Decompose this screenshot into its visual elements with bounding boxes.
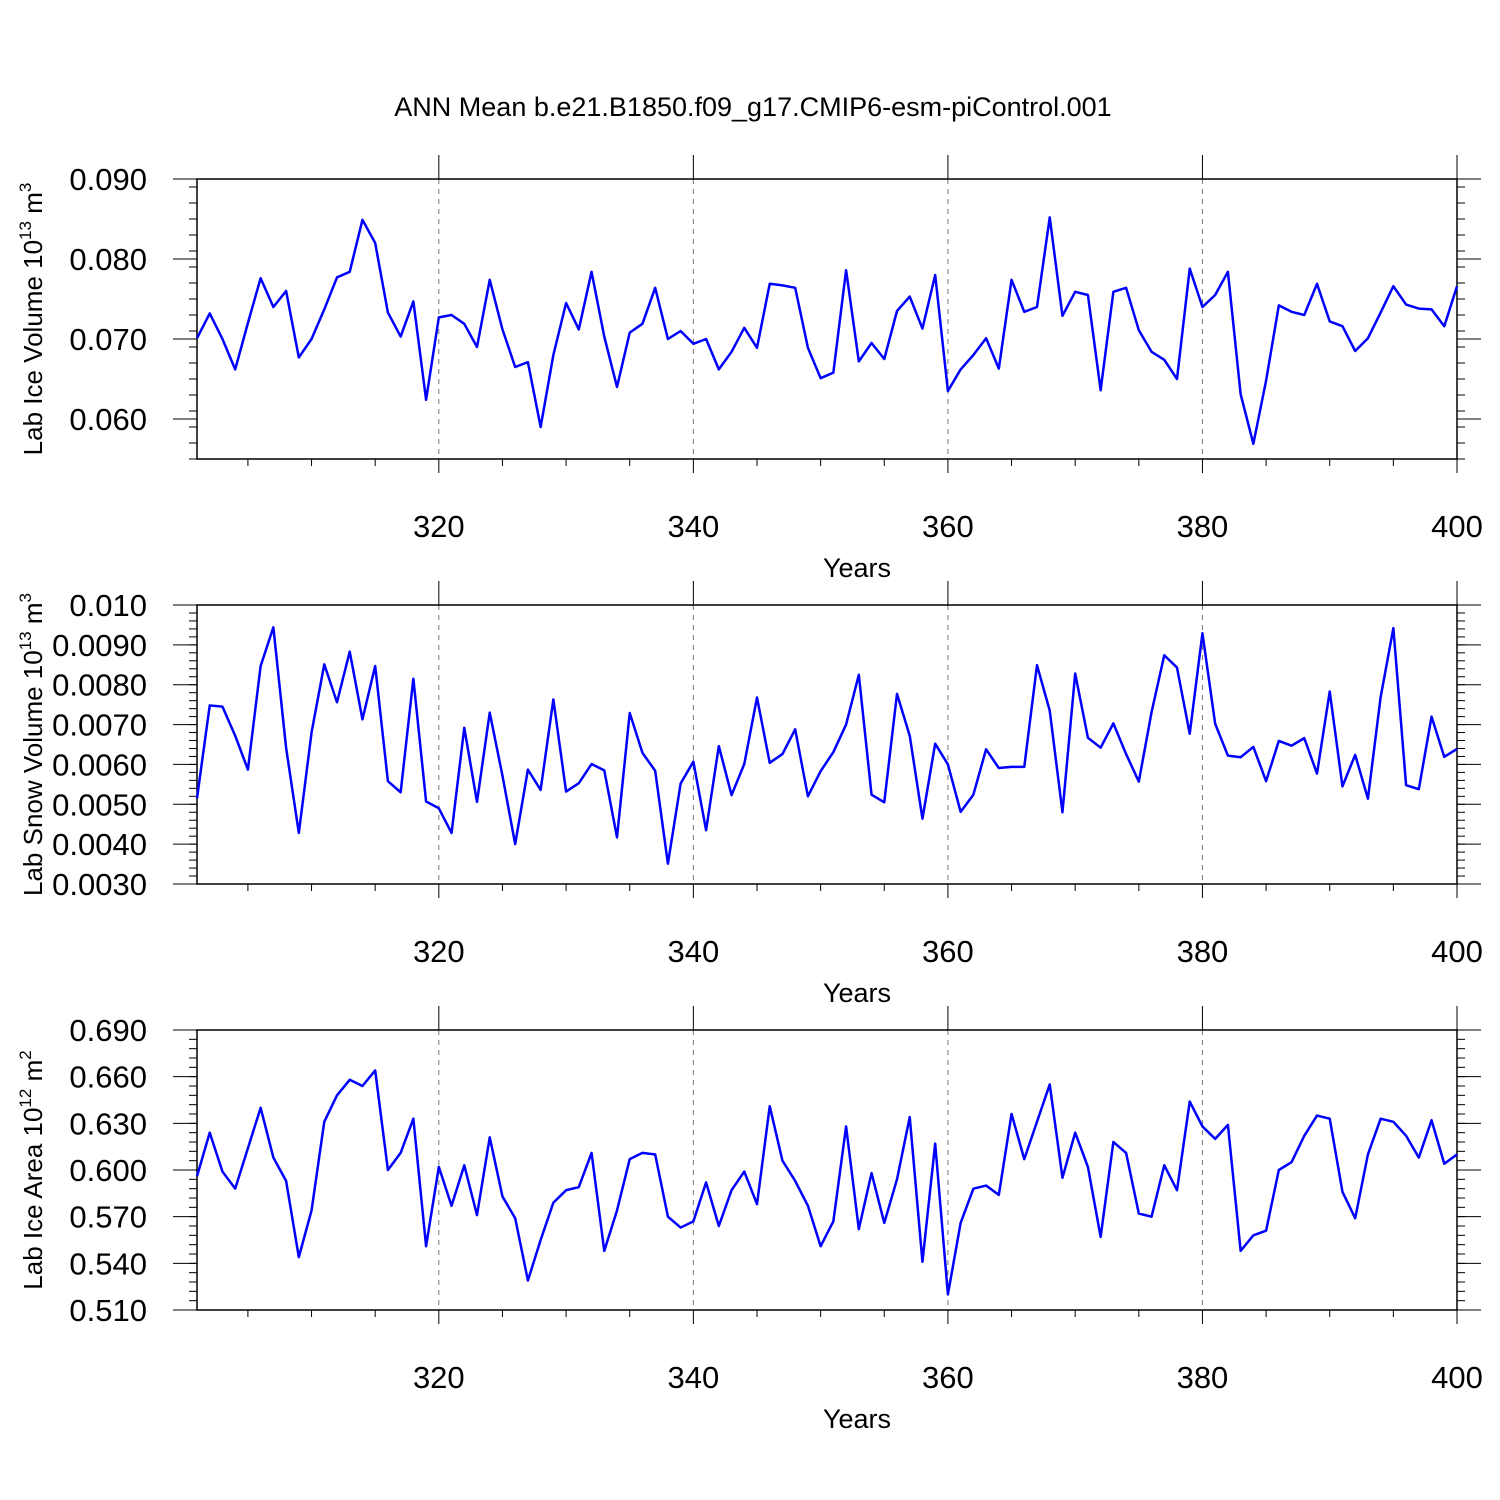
- y-axis-label-text: Lab Ice Area 10: [18, 1108, 48, 1290]
- plot-frame: [196, 178, 1458, 460]
- x-tick-label: 360: [922, 1360, 974, 1395]
- y-tick-label: 0.630: [69, 1106, 147, 1141]
- x-axis-label: Years: [823, 553, 891, 583]
- y-axis-label-exponent: 13: [16, 221, 35, 240]
- x-axis-label: Years: [823, 978, 891, 1008]
- y-tick-label: 0.600: [69, 1153, 147, 1188]
- x-tick-label: 380: [1177, 934, 1229, 969]
- y-tick-label: 0.080: [69, 242, 147, 277]
- chart-panel-2: 0.0030 0.0040 0.0050 0.0060 0.0070 0.0080 0.00…: [16, 581, 1483, 1008]
- y-tick-label: 0.690: [69, 1013, 147, 1048]
- y-axis-label-exponent: 12: [16, 1089, 35, 1108]
- y-tick-label: 0.0050: [52, 787, 147, 822]
- y-axis-label-unit: m: [18, 1060, 48, 1089]
- y-tick-label: 0.660: [69, 1060, 147, 1095]
- y-axis-label-unit-exponent: 3: [16, 593, 35, 602]
- figure-title: ANN Mean b.e21.B1850.f09_g17.CMIP6-esm-p…: [394, 92, 1111, 122]
- series-line: [195, 1069, 1458, 1296]
- y-tick-label: 0.010: [69, 588, 147, 623]
- y-axis-label: Lab Snow Volume 1013 m3: [16, 593, 48, 896]
- y-axis-label-unit-exponent: 3: [16, 183, 35, 192]
- chart-panel-3: 0.510 0.540 0.570 0.600 0.630 0.660 0.690 320 34…: [16, 1006, 1483, 1434]
- x-tick-label: 340: [667, 509, 719, 544]
- x-tick-label: 320: [413, 934, 465, 969]
- y-tick-label: 0.070: [69, 322, 147, 357]
- y-tick-label: 0.090: [69, 162, 147, 197]
- y-tick-label: 0.510: [69, 1293, 147, 1328]
- y-axis-label-unit-exponent: 2: [16, 1050, 35, 1059]
- plot-frame: [196, 1029, 1458, 1311]
- y-axis-label-text: Lab Snow Volume 10: [18, 650, 48, 896]
- x-tick-label: 320: [413, 509, 465, 544]
- y-axis-label-unit: m: [18, 192, 48, 221]
- plot-frame: [196, 604, 1458, 885]
- x-tick-label: 400: [1431, 934, 1483, 969]
- x-tick-label: 340: [667, 934, 719, 969]
- y-tick-label: 0.540: [69, 1246, 147, 1281]
- series-line: [195, 626, 1458, 865]
- chart-panel-1: 0.060 0.070 0.080 0.090 320 340 360 380 400 Years…: [16, 155, 1483, 583]
- x-tick-label: 360: [922, 509, 974, 544]
- x-tick-label: 340: [667, 1360, 719, 1395]
- y-tick-label: 0.0090: [52, 628, 147, 663]
- y-tick-label: 0.0030: [52, 867, 147, 902]
- x-tick-label: 400: [1431, 1360, 1483, 1395]
- x-tick-label: 320: [413, 1360, 465, 1395]
- y-tick-label: 0.0040: [52, 827, 147, 862]
- y-tick-label: 0.0080: [52, 668, 147, 703]
- series-line: [195, 216, 1459, 446]
- x-tick-label: 400: [1431, 509, 1483, 544]
- y-axis-label-unit: m: [18, 602, 48, 631]
- y-axis-label: Lab Ice Volume 1013 m3: [16, 183, 48, 456]
- y-tick-label: 0.0060: [52, 747, 147, 782]
- x-tick-label: 360: [922, 934, 974, 969]
- y-axis-label: Lab Ice Area 1012 m2: [16, 1050, 48, 1289]
- y-axis-label-exponent: 13: [16, 631, 35, 650]
- y-tick-label: 0.060: [69, 402, 147, 437]
- x-tick-label: 380: [1177, 1360, 1229, 1395]
- y-axis-label-text: Lab Ice Volume 10: [18, 240, 48, 455]
- x-tick-label: 380: [1177, 509, 1229, 544]
- y-tick-label: 0.570: [69, 1200, 147, 1235]
- y-tick-label: 0.0070: [52, 708, 147, 743]
- x-axis-label: Years: [823, 1404, 891, 1434]
